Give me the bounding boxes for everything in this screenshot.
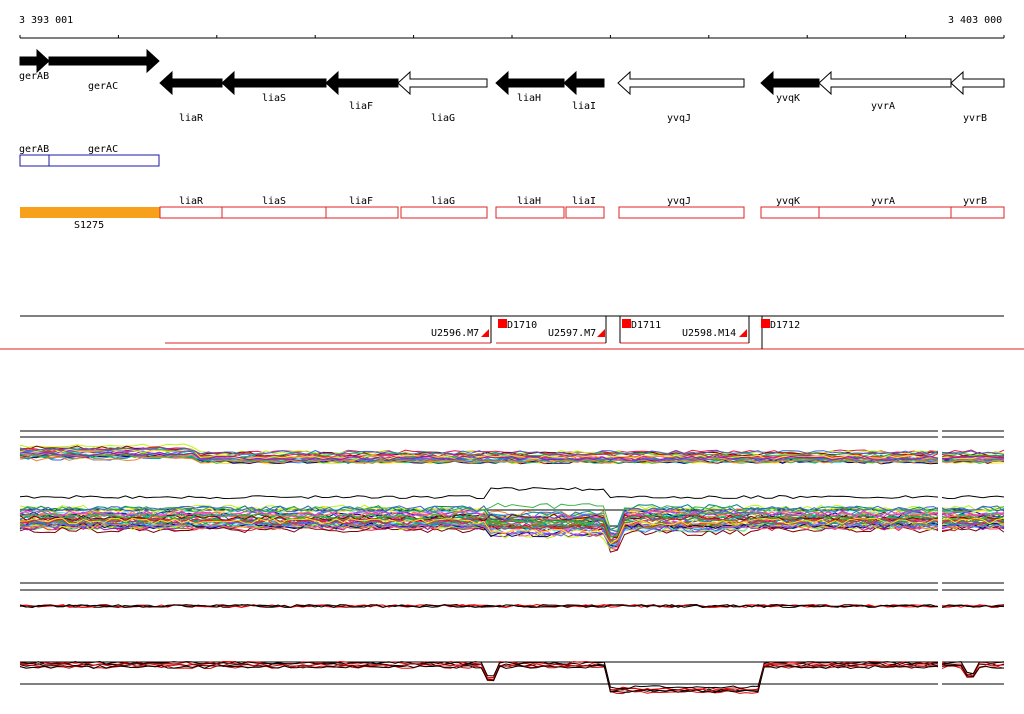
- profile-gap: [938, 420, 942, 705]
- red-box-yvrB[interactable]: [950, 206, 1005, 219]
- gene-arrow-yvrA[interactable]: [818, 70, 952, 96]
- gene-label-liaH: liaH: [517, 93, 541, 104]
- tu-corner-marker-3: [739, 329, 747, 337]
- red-box-label-liaR: liaR: [179, 196, 204, 207]
- profile-trace: [19, 452, 1005, 464]
- profile-trace: [19, 663, 1005, 695]
- promoter-label-3: D1712: [770, 320, 800, 331]
- tu-corner-marker-2: [597, 329, 605, 337]
- profile-lines: [19, 443, 1005, 695]
- red-box-label-yvqJ: yvqJ: [667, 196, 691, 207]
- profile-trace: [19, 502, 1005, 533]
- gene-arrow-liaG[interactable]: [397, 70, 488, 96]
- promoter-marker-2[interactable]: [622, 319, 631, 328]
- red-box-label-yvqK: yvqK: [776, 196, 800, 207]
- gene-label-gerAB: gerAB: [19, 71, 49, 82]
- profile-trace: [19, 448, 1004, 460]
- gene-track: gerAB gerAC liaR liaS liaF liaG liaH liaI yvqJ yv…: [19, 48, 1005, 124]
- gene-arrow-gerAB[interactable]: [19, 48, 50, 74]
- red-box-group: liaR liaS liaF liaG liaH liaI yvqJ yvqK yvrA yvrB: [159, 196, 1005, 219]
- profile-trace: [19, 447, 1005, 456]
- profile-reference-lines: [20, 430, 1004, 685]
- profile-trace: [19, 521, 1005, 549]
- orange-segment[interactable]: [20, 207, 160, 218]
- tu-label-1[interactable]: U2596.M7: [431, 328, 479, 339]
- red-box-liaS[interactable]: [221, 206, 327, 219]
- blue-box-gerAC[interactable]: [48, 154, 160, 167]
- profile-trace: [19, 512, 1005, 538]
- tu-corner-marker-1: [481, 329, 489, 337]
- gene-arrow-liaF[interactable]: [325, 70, 399, 96]
- gene-label-liaR: liaR: [179, 113, 204, 124]
- gene-arrow-gerAC[interactable]: [48, 48, 160, 74]
- gene-label-liaI: liaI: [572, 101, 596, 112]
- gene-arrow-yvrB[interactable]: [950, 70, 1005, 96]
- red-box-liaF[interactable]: [325, 206, 399, 219]
- red-box-label-liaI: liaI: [572, 196, 596, 207]
- red-box-yvqK[interactable]: [760, 206, 820, 219]
- promoter-marker-3[interactable]: [761, 319, 770, 328]
- promoter-label-2: D1711: [631, 320, 661, 331]
- gene-arrow-yvqK[interactable]: [760, 70, 820, 96]
- transcription-unit-track: U2596.M7 U2597.M7 U2598.M14 D1710 D1711 …: [0, 315, 1024, 350]
- gene-label-yvqK: yvqK: [776, 93, 800, 104]
- promoter-marker-1[interactable]: [498, 319, 507, 328]
- red-box-liaR[interactable]: [159, 206, 223, 219]
- profile-trace: [19, 517, 1005, 545]
- red-box-label-liaF: liaF: [349, 196, 373, 207]
- blue-box-label-gerAB: gerAB: [19, 144, 49, 155]
- red-box-label-yvrA: yvrA: [871, 196, 895, 207]
- orange-segment-label: S1275: [74, 220, 104, 231]
- profile-trace: [19, 487, 1005, 500]
- red-box-yvqJ[interactable]: [618, 206, 745, 219]
- gene-label-liaS: liaS: [262, 93, 286, 104]
- profile-trace: [19, 660, 1005, 689]
- gene-label-liaF: liaF: [349, 101, 373, 112]
- gene-arrow-liaI[interactable]: [563, 70, 605, 96]
- gene-arrow-liaR[interactable]: [159, 70, 223, 96]
- red-box-label-yvrB: yvrB: [963, 196, 987, 207]
- segment-track: S1275 liaR liaS liaF liaG liaH liaI yvqJ yvqK yv…: [20, 196, 1005, 231]
- ruler-end-label: 3 403 000: [948, 15, 1002, 26]
- red-box-liaI[interactable]: [565, 206, 605, 219]
- blue-box-gerAB[interactable]: [19, 154, 50, 167]
- gene-label-liaG: liaG: [431, 113, 455, 124]
- tu-label-3[interactable]: U2598.M14: [682, 328, 736, 339]
- red-box-label-liaG: liaG: [431, 196, 455, 207]
- ruler-start-label: 3 393 001: [19, 15, 73, 26]
- profile-trace: [19, 664, 1005, 693]
- gene-arrow-liaH[interactable]: [495, 70, 565, 96]
- red-box-yvrA[interactable]: [818, 206, 952, 219]
- coordinate-ruler: 3 393 001 3 403 000: [19, 15, 1005, 39]
- red-box-liaG[interactable]: [400, 206, 488, 219]
- promoter-label-1: D1710: [507, 320, 537, 331]
- blue-feature-track: gerAB gerAC: [19, 144, 160, 167]
- profile-trace: [19, 505, 1005, 532]
- gene-arrow-liaS[interactable]: [221, 70, 327, 96]
- red-box-label-liaS: liaS: [262, 196, 286, 207]
- profile-trace: [19, 456, 1005, 464]
- profile-trace: [19, 451, 1005, 461]
- profile-trace: [19, 664, 1005, 692]
- red-box-label-liaH: liaH: [517, 196, 541, 207]
- expression-profile-panel: [19, 420, 1005, 705]
- gene-label-yvqJ: yvqJ: [667, 113, 691, 124]
- gene-arrow-yvqJ[interactable]: [617, 70, 745, 96]
- tu-label-2[interactable]: U2597.M7: [548, 328, 596, 339]
- profile-trace: [20, 508, 1005, 536]
- ruler-ticks: [19, 35, 1005, 38]
- gene-label-yvrA: yvrA: [871, 101, 895, 112]
- blue-box-label-gerAC: gerAC: [88, 144, 118, 155]
- gene-label-yvrB: yvrB: [963, 113, 987, 124]
- red-box-liaH[interactable]: [495, 206, 565, 219]
- gene-label-gerAC: gerAC: [88, 81, 118, 92]
- profile-trace: [19, 603, 1005, 609]
